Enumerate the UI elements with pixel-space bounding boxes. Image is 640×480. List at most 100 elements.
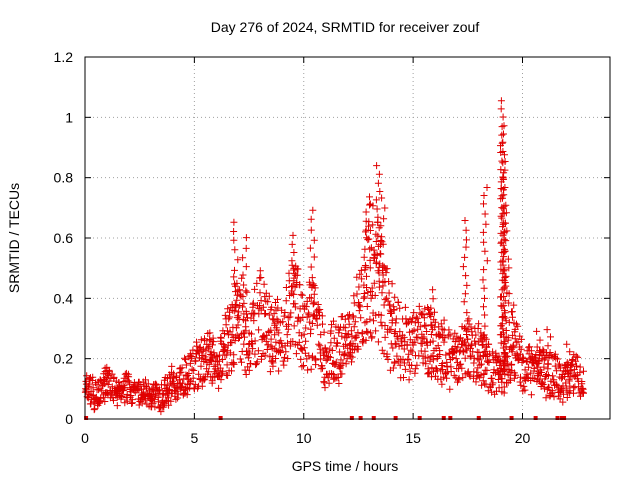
data-point	[304, 366, 312, 374]
data-point	[367, 329, 375, 337]
data-point	[414, 334, 422, 342]
data-point	[435, 332, 443, 340]
data-point	[554, 355, 561, 363]
data-point	[532, 351, 540, 358]
data-point	[384, 356, 392, 363]
data-point	[508, 360, 516, 368]
data-point	[179, 379, 187, 387]
data-point	[335, 380, 343, 387]
data-point	[543, 326, 551, 334]
data-point	[401, 359, 408, 367]
data-point	[242, 244, 250, 252]
data-point	[441, 334, 449, 342]
data-point	[401, 303, 409, 311]
data-point	[512, 371, 520, 379]
data-point	[434, 342, 442, 350]
data-point	[454, 343, 462, 351]
data-point	[275, 329, 283, 337]
data-point	[294, 314, 302, 322]
data-point	[394, 299, 402, 306]
zero-data-point	[476, 416, 481, 420]
data-point	[269, 359, 277, 367]
data-point	[365, 218, 373, 226]
data-point	[499, 174, 507, 182]
data-point	[330, 317, 337, 325]
data-point	[262, 297, 270, 305]
data-point	[271, 331, 279, 339]
data-point	[308, 283, 316, 291]
data-point	[459, 263, 467, 271]
data-point	[342, 360, 350, 368]
data-point	[338, 332, 346, 340]
data-point	[544, 342, 552, 350]
data-point	[362, 263, 370, 271]
data-point	[256, 289, 264, 297]
data-point	[272, 355, 280, 362]
data-point	[488, 374, 496, 382]
data-point	[497, 166, 505, 174]
data-point	[201, 337, 209, 345]
data-point	[219, 356, 227, 363]
data-point	[285, 320, 292, 328]
data-point	[258, 355, 265, 363]
data-point	[533, 360, 541, 368]
data-point	[501, 219, 509, 227]
x-tick-label: 5	[190, 430, 198, 446]
data-point	[378, 194, 386, 202]
data-point	[502, 237, 510, 245]
data-point	[392, 319, 400, 327]
data-point	[462, 243, 470, 251]
data-point	[343, 334, 351, 342]
data-point	[190, 367, 198, 374]
data-point	[302, 337, 310, 345]
data-point	[246, 349, 254, 357]
data-point	[367, 294, 375, 302]
data-point	[290, 322, 298, 330]
zero-data-point	[533, 416, 538, 420]
data-point	[410, 309, 418, 317]
data-point	[542, 394, 550, 402]
data-point	[538, 380, 546, 388]
data-point	[410, 327, 418, 335]
data-point	[379, 262, 387, 270]
data-point	[423, 328, 431, 335]
data-point	[235, 334, 243, 342]
data-point	[461, 290, 469, 298]
data-point	[268, 303, 276, 311]
data-point	[302, 324, 310, 332]
data-point	[278, 343, 286, 351]
data-point	[466, 352, 474, 360]
data-point	[338, 370, 346, 378]
data-point	[472, 331, 480, 339]
data-point	[257, 274, 265, 281]
data-point	[350, 292, 358, 300]
data-point	[527, 391, 535, 399]
data-point	[166, 385, 173, 393]
data-point	[566, 348, 574, 356]
data-point	[501, 184, 509, 191]
data-point	[142, 376, 149, 384]
data-point	[497, 339, 505, 347]
data-point	[223, 351, 231, 359]
data-point	[389, 364, 397, 372]
data-point	[438, 360, 446, 367]
data-point	[403, 341, 411, 349]
axis-ticks: 0 0.2 0.4 0.6 0.8 1 1.2 0 5 10 15 20	[54, 49, 610, 446]
zero-data-point	[358, 416, 363, 420]
data-point	[242, 307, 250, 315]
data-point	[215, 384, 223, 392]
data-point	[362, 208, 370, 216]
data-point	[553, 367, 561, 375]
data-point	[110, 396, 117, 404]
data-point	[364, 236, 372, 244]
data-point	[497, 178, 505, 186]
zero-data-point	[349, 416, 354, 420]
data-point	[239, 271, 247, 279]
data-point	[480, 303, 487, 311]
data-point	[550, 393, 558, 401]
data-point	[234, 256, 242, 264]
data-point	[253, 360, 260, 368]
data-point	[267, 335, 275, 343]
data-point	[377, 250, 385, 258]
data-point	[381, 204, 389, 212]
